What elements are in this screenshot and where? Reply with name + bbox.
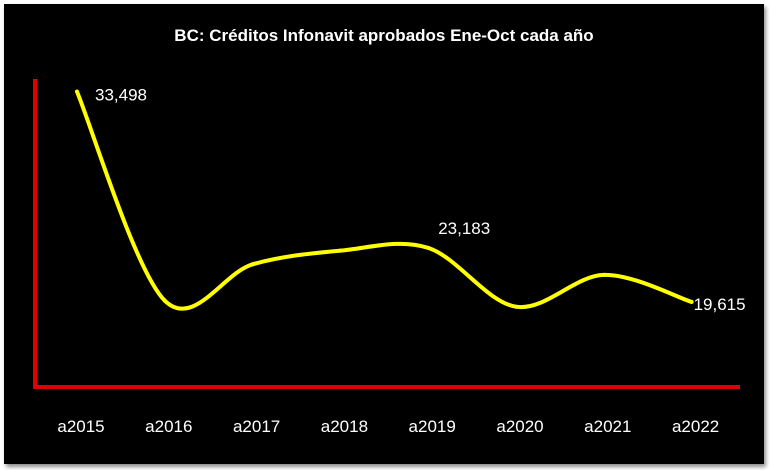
- x-tick-label: a2020: [496, 417, 543, 436]
- x-tick-label: a2018: [321, 417, 368, 436]
- x-tick-label: a2016: [145, 417, 192, 436]
- data-label: 33,498: [95, 86, 147, 105]
- data-labels: 33,498 23,183 19,615: [95, 86, 746, 314]
- data-label: 19,615: [694, 295, 746, 314]
- chart-frame: BC: Créditos Infonavit aprobados Ene-Oct…: [4, 4, 764, 464]
- x-tick-label: a2017: [233, 417, 280, 436]
- x-tick-label: a2015: [57, 417, 104, 436]
- line-chart: a2015 a2016 a2017 a2018 a2019 a2020 a2021 a2022…: [33, 79, 746, 436]
- data-point: [162, 298, 167, 303]
- data-label: 23,183: [438, 219, 490, 238]
- data-point: [250, 262, 255, 267]
- data-point: [426, 245, 431, 250]
- data-point: [338, 248, 343, 253]
- data-point: [514, 304, 518, 309]
- chart-title: BC: Créditos Infonavit aprobados Ene-Oct…: [174, 26, 594, 45]
- data-point: [75, 89, 79, 94]
- x-tick-label: a2019: [409, 417, 456, 436]
- series-line: [75, 89, 694, 311]
- x-tick-label: a2021: [584, 417, 631, 436]
- data-point: [601, 272, 606, 277]
- x-tick-labels: a2015 a2016 a2017 a2018 a2019 a2020 a2021 a2022: [57, 417, 719, 436]
- data-point: [689, 299, 694, 304]
- x-tick-label: a2022: [672, 417, 719, 436]
